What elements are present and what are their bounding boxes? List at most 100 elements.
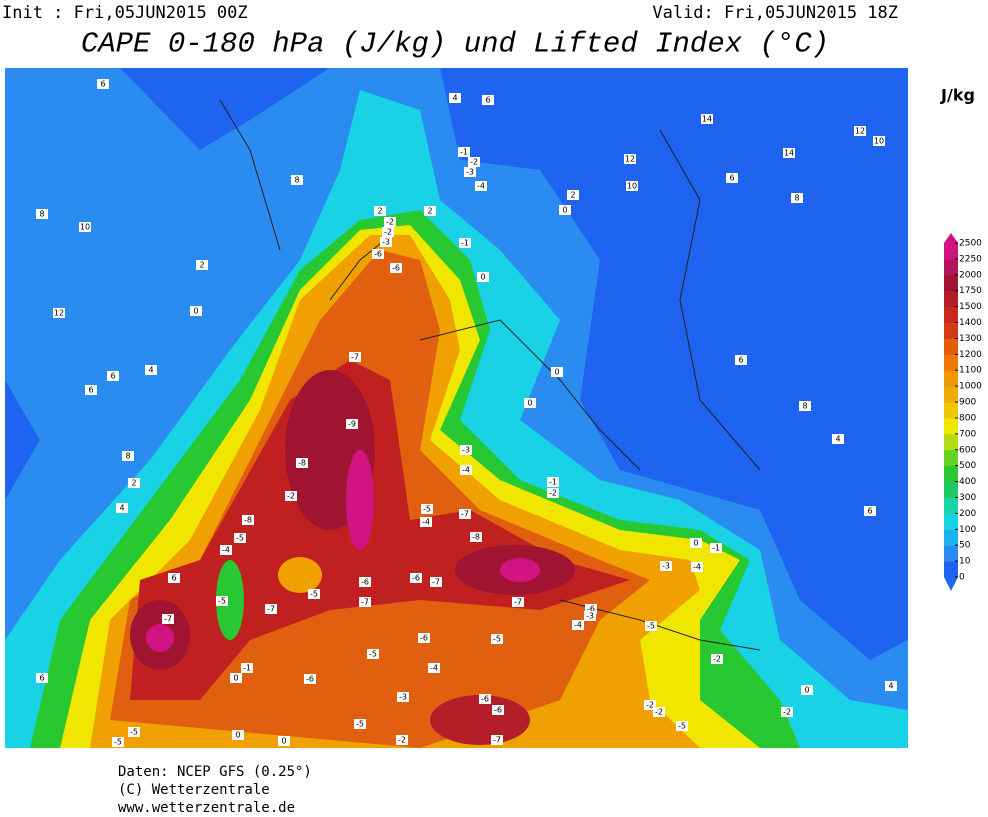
contour-label: 6	[110, 372, 115, 381]
contour-label: 6	[171, 574, 176, 583]
colorbar-segment	[944, 243, 958, 260]
contour-label: 6	[738, 356, 743, 365]
label-box	[460, 445, 472, 455]
contour-label: -7	[493, 736, 501, 745]
contour-label: 0	[235, 731, 240, 740]
label-box	[354, 719, 366, 729]
label-box	[234, 533, 246, 543]
label-box	[711, 654, 723, 664]
label-box	[726, 173, 738, 183]
colorbar-label: 1200	[959, 350, 982, 360]
contour-label: -4	[430, 664, 438, 673]
colorbar-label: 600	[959, 445, 976, 455]
contour-label: 0	[480, 273, 485, 282]
label-box	[781, 707, 793, 717]
label-box	[626, 181, 638, 191]
contour-label: -6	[361, 578, 369, 587]
label-box	[783, 148, 795, 158]
contour-label: 10	[627, 182, 637, 191]
contour-label: -6	[494, 706, 502, 715]
label-box	[459, 509, 471, 519]
contour-label: -3	[586, 612, 594, 621]
label-box	[304, 674, 316, 684]
contour-label: -3	[399, 693, 407, 702]
label-box	[145, 365, 157, 375]
contour-label: 4	[148, 366, 153, 375]
label-box	[492, 705, 504, 715]
contour-label: 0	[193, 307, 198, 316]
label-box	[216, 596, 228, 606]
contour-label: -1	[549, 478, 557, 487]
label-box	[873, 136, 885, 146]
contour-label: -2	[783, 708, 791, 717]
init-time: Init : Fri,05JUN2015 00Z	[2, 3, 248, 23]
label-box	[475, 181, 487, 191]
contour-label: -5	[647, 622, 655, 631]
label-box	[572, 620, 584, 630]
label-box	[372, 249, 384, 259]
contour-label: -2	[386, 218, 394, 227]
label-box	[36, 673, 48, 683]
contour-label: 6	[39, 674, 44, 683]
contour-label: 12	[625, 155, 635, 164]
contour-label: -5	[493, 635, 501, 644]
contour-label: -6	[481, 695, 489, 704]
contour-label: 8	[125, 452, 130, 461]
label-box	[128, 478, 140, 488]
contour-label: -5	[678, 722, 686, 731]
valid-time: Valid: Fri,05JUN2015 18Z	[652, 3, 898, 23]
colorbar-segment	[944, 481, 958, 498]
label-box	[491, 634, 503, 644]
contour-label: 0	[804, 686, 809, 695]
label-box	[242, 515, 254, 525]
label-box	[410, 573, 422, 583]
unit-label: J/kg	[940, 86, 975, 105]
label-box	[512, 597, 524, 607]
colorbar-label: 50	[959, 541, 971, 551]
contour-label: -3	[662, 562, 670, 571]
contour-label: -1	[243, 664, 251, 673]
colorbar-segment	[944, 354, 958, 371]
label-box	[285, 491, 297, 501]
label-box	[359, 597, 371, 607]
label-box	[428, 663, 440, 673]
colorbar-label: 1100	[959, 366, 982, 376]
contour-label: 0	[693, 539, 698, 548]
contour-label: -7	[432, 578, 440, 587]
label-box	[710, 543, 722, 553]
footer-copyright: (C) Wetterzentrale	[118, 782, 270, 798]
contour-label: -6	[587, 605, 595, 614]
contour-label: -2	[470, 158, 478, 167]
contour-label: 6	[485, 96, 490, 105]
colorbar-label: 200	[959, 509, 976, 519]
label-box	[36, 209, 48, 219]
contour-label: -2	[646, 701, 654, 710]
colorbar-label: 0	[959, 573, 965, 583]
contour-label: 2	[377, 207, 382, 216]
colorbar-label: 10	[959, 557, 971, 567]
label-box	[584, 611, 596, 621]
contour-label: 14	[784, 149, 794, 158]
colorbar-segment	[944, 370, 958, 387]
label-box	[308, 589, 320, 599]
label-box	[374, 206, 386, 216]
contour-label: -7	[361, 598, 369, 607]
contour-label: -2	[549, 489, 557, 498]
colorbar-segment	[944, 274, 958, 292]
label-box	[384, 217, 396, 227]
label-box	[396, 735, 408, 745]
colorbar-label: 1500	[959, 302, 982, 312]
contour-label: -6	[392, 264, 400, 273]
label-box	[624, 154, 636, 164]
colorbar-label: 1400	[959, 318, 982, 328]
label-box	[112, 737, 124, 747]
colorbar-segment	[944, 449, 958, 467]
contour-label: -5	[218, 597, 226, 606]
label-box	[346, 419, 358, 429]
colorbar-segment	[944, 402, 958, 419]
label-box	[460, 465, 472, 475]
contour-label: -2	[713, 655, 721, 664]
